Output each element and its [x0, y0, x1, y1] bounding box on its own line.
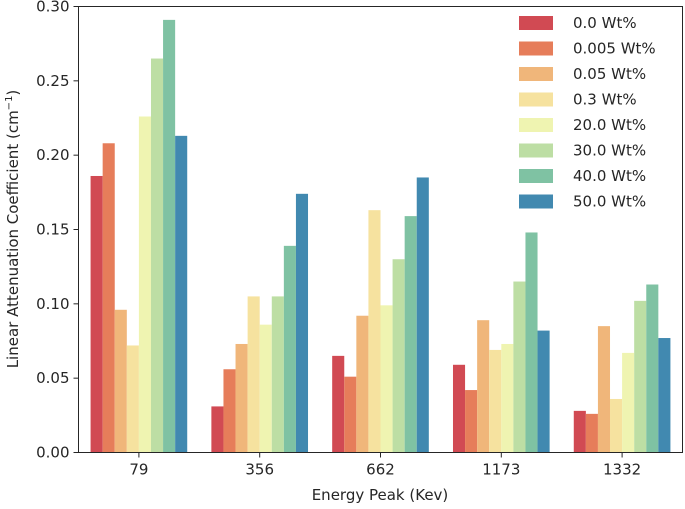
bar-356-2	[235, 343, 248, 453]
bar-1173-1	[465, 390, 478, 453]
x-tick-label-3: 1173	[482, 461, 520, 479]
legend-label-6: 40.0 Wt%	[573, 167, 646, 185]
bar-356-6	[283, 245, 296, 453]
legend: 0.0 Wt% 0.005 Wt% 0.05 Wt% 0.3 Wt% 20.0 Wt% 3…	[519, 14, 656, 211]
legend-label-1: 0.005 Wt%	[573, 40, 656, 58]
x-tick-label-1: 356	[245, 461, 274, 479]
bar-1173-0	[452, 364, 466, 453]
legend-swatch-4	[519, 118, 553, 132]
x-axis-label: Energy Peak (Kev)	[312, 486, 449, 504]
bar-356-4	[259, 324, 272, 453]
bar-79-4	[138, 116, 151, 453]
legend-swatch-7	[519, 194, 553, 209]
bar-1173-4	[501, 343, 514, 453]
plot-frame	[78, 6, 683, 453]
legend-swatch-0	[519, 16, 553, 30]
bar-1332-2	[597, 326, 611, 453]
bar-1332-7	[658, 338, 671, 453]
bar-79-0	[90, 175, 103, 453]
bar-662-2	[356, 315, 369, 453]
bar-356-1	[223, 369, 236, 453]
legend-label-5: 30.0 Wt%	[573, 142, 646, 160]
y-tick-label-1: 0.05	[36, 369, 69, 387]
x-axis: 79 356 662 1173 1332	[129, 452, 641, 479]
legend-label-0: 0.0 Wt%	[573, 14, 637, 32]
y-axis: 0.00 0.05 0.10 0.15 0.20 0.25 0.30	[36, 0, 79, 462]
bar-662-6	[404, 216, 417, 453]
bar-1332-5	[634, 300, 647, 453]
y-tick-label-3: 0.15	[36, 221, 69, 239]
bar-356-7	[295, 193, 309, 453]
legend-swatch-6	[519, 169, 553, 183]
bar-662-0	[332, 355, 345, 453]
bar-79-6	[163, 19, 176, 453]
bar-1332-4	[622, 352, 635, 453]
bar-356-5	[271, 296, 284, 453]
legend-swatch-3	[519, 92, 553, 107]
y-tick-label-0: 0.00	[36, 444, 69, 462]
bar-79-3	[126, 345, 139, 453]
bar-356-3	[247, 296, 260, 453]
bar-1173-3	[489, 349, 502, 453]
legend-swatch-1	[519, 41, 553, 56]
bar-1173-2	[477, 320, 490, 453]
bar-662-3	[368, 210, 381, 453]
y-axis-label-close: )	[4, 90, 22, 96]
bars-group	[90, 19, 671, 453]
bar-79-7	[175, 135, 188, 453]
x-tick-label-0: 79	[129, 461, 148, 479]
bar-1173-7	[537, 330, 550, 453]
bar-79-5	[150, 58, 164, 453]
bar-79-2	[114, 309, 127, 453]
bar-79-1	[102, 143, 115, 453]
bar-662-5	[392, 259, 405, 453]
y-tick-label-4: 0.20	[36, 146, 69, 164]
bar-662-1	[344, 376, 357, 453]
bar-1332-6	[646, 284, 659, 453]
bar-1173-5	[513, 281, 526, 453]
y-axis-label-main: Linear Attenuation Coefficient (cm	[4, 110, 22, 368]
bar-1332-3	[610, 398, 623, 453]
legend-label-4: 20.0 Wt%	[573, 116, 646, 134]
legend-label-7: 50.0 Wt%	[573, 193, 646, 211]
x-tick-label-2: 662	[366, 461, 395, 479]
legend-swatch-2	[519, 67, 553, 81]
legend-label-3: 0.3 Wt%	[573, 91, 637, 109]
x-tick-label-4: 1332	[603, 461, 641, 479]
bar-356-0	[211, 406, 224, 453]
bar-662-4	[380, 305, 393, 453]
bar-1173-6	[525, 232, 538, 453]
y-axis-label-superscript: −1	[4, 96, 15, 111]
legend-swatch-5	[519, 143, 553, 158]
legend-label-2: 0.05 Wt%	[573, 65, 646, 83]
bar-1332-1	[585, 413, 598, 453]
y-tick-label-5: 0.25	[36, 72, 69, 90]
y-tick-label-6: 0.30	[36, 0, 69, 16]
bar-662-7	[416, 177, 429, 453]
bar-1332-0	[573, 410, 586, 453]
y-axis-label: Linear Attenuation Coefficient (cm−1)	[4, 90, 22, 369]
y-tick-label-2: 0.10	[36, 295, 69, 313]
